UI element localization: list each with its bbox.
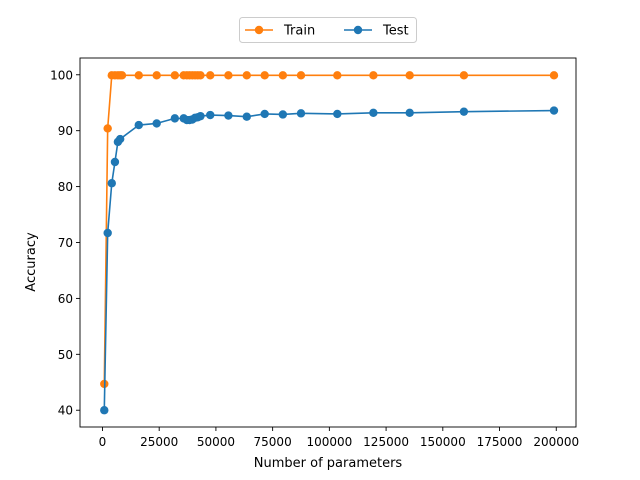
- train-data-point: [369, 71, 378, 80]
- test-data-point: [196, 111, 205, 121]
- x-tick-label: 175000: [477, 435, 523, 449]
- train-data-point: [296, 71, 306, 80]
- test-data-point: [152, 119, 161, 128]
- train-series: [100, 71, 559, 389]
- train-data-point: [206, 71, 215, 80]
- test-data-point: [170, 114, 180, 123]
- test-data-point: [107, 179, 116, 188]
- legend-swatch-marker: [353, 25, 363, 35]
- test-data-point: [115, 134, 125, 144]
- legend-label-test: Test: [382, 24, 409, 39]
- train-data-point: [549, 71, 559, 80]
- test-series: [100, 106, 559, 415]
- plot-frame: [79, 57, 577, 428]
- train-data-point: [196, 71, 205, 80]
- x-tick-label: 50000: [197, 435, 235, 449]
- y-tick-label: 100: [50, 68, 73, 82]
- test-data-point: [459, 107, 469, 116]
- test-data-point: [242, 112, 251, 121]
- legend: Train Test: [239, 17, 417, 43]
- train-data-point: [333, 71, 342, 80]
- y-axis-label: Accuracy: [24, 232, 39, 292]
- train-data-point: [459, 71, 469, 80]
- y-tick-label: 80: [58, 180, 73, 194]
- test-data-point: [110, 157, 120, 167]
- train-data-point: [224, 71, 233, 80]
- legend-label-train: Train: [283, 24, 315, 39]
- train-data-point: [170, 71, 180, 80]
- test-data-point: [549, 106, 559, 115]
- x-tick-label: 200000: [533, 435, 579, 449]
- legend-entry-test: Test: [344, 24, 409, 39]
- y-axis-ticks: 40 50 60 70 80 90 100: [50, 68, 80, 418]
- legend-swatch-marker: [254, 25, 264, 35]
- test-series-line: [103, 109, 554, 411]
- legend-entry-train: Train: [245, 24, 315, 39]
- train-series-line: [103, 74, 554, 384]
- train-data-point: [103, 124, 112, 133]
- legend-box: [239, 17, 417, 43]
- train-data-point: [278, 71, 288, 80]
- test-data-point: [260, 109, 269, 119]
- x-axis-ticks: 0 25000 50000 75000 100000 125000 150000 175000…: [99, 427, 579, 449]
- train-data-point: [260, 71, 269, 80]
- test-data-point: [296, 109, 306, 118]
- x-tick-label: 150000: [420, 435, 466, 449]
- train-data-point: [242, 71, 251, 80]
- y-tick-label: 50: [58, 348, 73, 362]
- test-data-point: [369, 108, 378, 117]
- test-data-point: [103, 228, 112, 238]
- train-data-point: [117, 71, 127, 80]
- test-data-point: [206, 110, 215, 120]
- train-data-point: [134, 71, 143, 80]
- x-tick-label: 75000: [254, 435, 292, 449]
- test-data-point: [333, 109, 342, 119]
- test-data-point: [100, 406, 109, 415]
- y-tick-label: 60: [58, 292, 73, 306]
- y-tick-label: 90: [58, 124, 73, 138]
- test-data-point: [224, 111, 233, 120]
- train-data-point: [152, 71, 161, 80]
- x-axis-label: Number of parameters: [254, 456, 403, 471]
- x-tick-label: 0: [99, 435, 107, 449]
- y-tick-label: 70: [58, 236, 73, 250]
- series-layer: [100, 71, 559, 415]
- x-tick-label: 25000: [140, 435, 178, 449]
- train-data-point: [405, 71, 414, 80]
- x-tick-label: 100000: [306, 435, 352, 449]
- test-data-point: [134, 120, 143, 130]
- x-tick-label: 125000: [363, 435, 409, 449]
- test-data-point: [405, 108, 414, 117]
- y-tick-label: 40: [58, 404, 73, 418]
- test-data-point: [278, 110, 288, 119]
